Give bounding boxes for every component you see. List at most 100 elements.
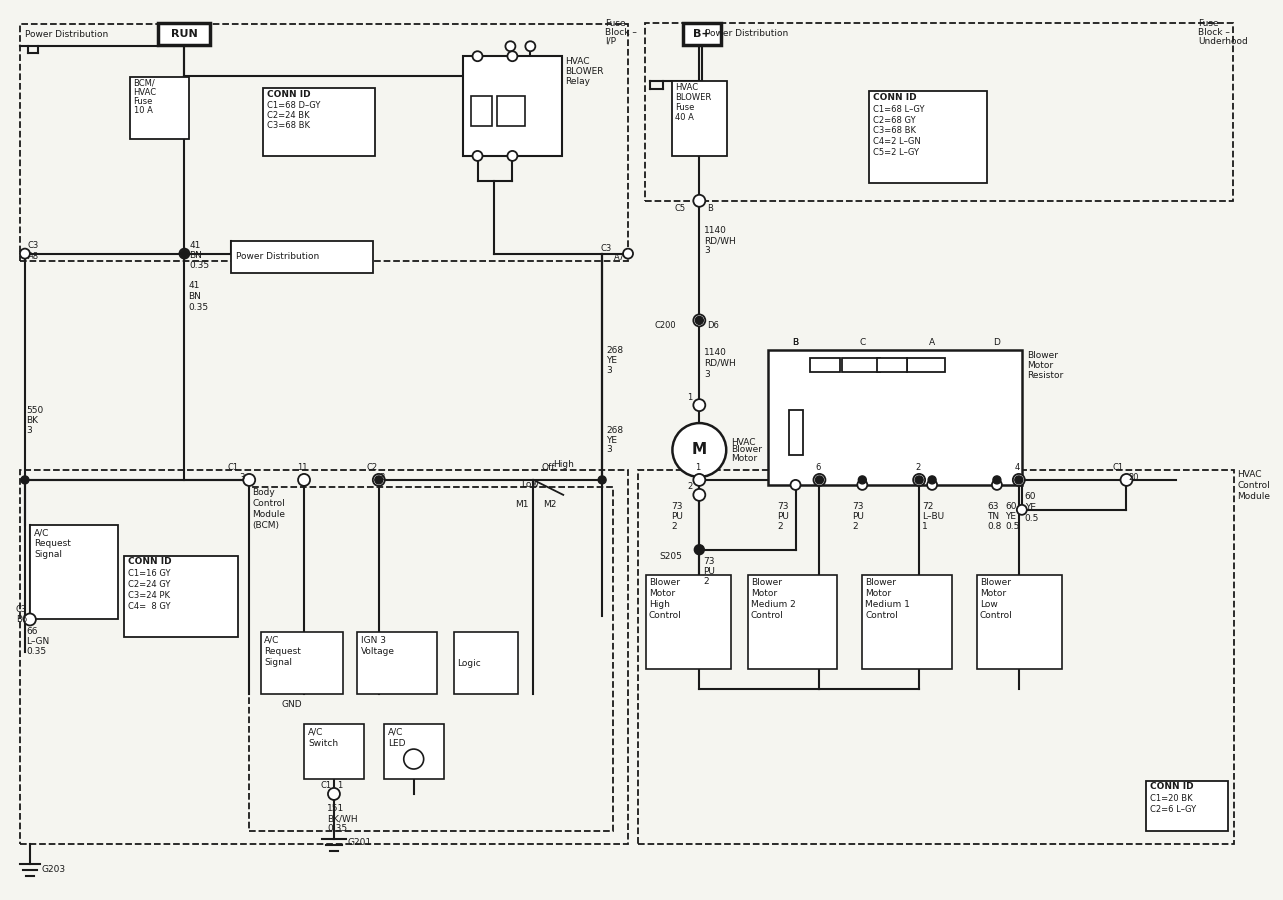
Text: Fuse: Fuse <box>1198 19 1219 28</box>
Text: C1=20 BK: C1=20 BK <box>1151 795 1193 804</box>
Text: YE: YE <box>606 356 617 364</box>
Text: 3: 3 <box>606 365 612 374</box>
Text: Logic: Logic <box>458 659 481 668</box>
Bar <box>767 350 1021 485</box>
Text: 1: 1 <box>922 522 928 531</box>
Bar <box>878 358 907 373</box>
Text: BCM/: BCM/ <box>133 78 155 87</box>
Text: RUN: RUN <box>171 30 198 40</box>
Text: 41: 41 <box>189 281 200 290</box>
Circle shape <box>928 476 937 484</box>
Text: 41: 41 <box>190 241 200 250</box>
Text: Low: Low <box>521 481 539 490</box>
Text: M2: M2 <box>543 500 557 509</box>
Text: Control: Control <box>649 611 681 620</box>
Circle shape <box>672 423 726 477</box>
Circle shape <box>816 476 824 484</box>
Text: CONN ID: CONN ID <box>1151 782 1194 791</box>
Text: 3: 3 <box>26 426 32 435</box>
Text: CONN ID: CONN ID <box>874 93 917 102</box>
Text: A/C: A/C <box>264 636 280 645</box>
Circle shape <box>472 51 482 61</box>
Bar <box>357 633 436 694</box>
Text: Request: Request <box>264 647 302 656</box>
Text: 268: 268 <box>606 426 624 435</box>
Text: High: High <box>649 600 670 609</box>
Text: PU: PU <box>852 512 865 521</box>
Bar <box>384 724 444 779</box>
Text: A8: A8 <box>28 252 38 261</box>
Text: 11: 11 <box>298 464 308 472</box>
Text: C2=68 GY: C2=68 GY <box>874 115 916 124</box>
Text: C200: C200 <box>654 321 676 330</box>
Circle shape <box>375 476 382 484</box>
Text: 1140: 1140 <box>704 226 727 235</box>
Text: Motor: Motor <box>980 590 1006 598</box>
Text: C: C <box>860 338 866 346</box>
Text: CONN ID: CONN ID <box>267 90 310 99</box>
Bar <box>789 410 802 455</box>
Text: B6: B6 <box>15 615 27 624</box>
Circle shape <box>21 476 30 484</box>
Text: Blower: Blower <box>980 578 1011 587</box>
Text: 66: 66 <box>26 627 37 636</box>
Bar <box>262 633 343 694</box>
Text: B: B <box>793 338 798 346</box>
Text: Module: Module <box>1237 492 1270 501</box>
Text: C3: C3 <box>15 605 27 614</box>
Text: 3: 3 <box>704 246 709 255</box>
Bar <box>304 724 364 779</box>
Circle shape <box>790 480 801 490</box>
Text: Off: Off <box>541 464 554 472</box>
Circle shape <box>507 151 517 161</box>
Text: 1: 1 <box>695 464 701 472</box>
Circle shape <box>181 249 189 257</box>
Bar <box>249 487 613 831</box>
Bar <box>976 574 1062 670</box>
Text: Block –: Block – <box>606 28 636 37</box>
Text: 3: 3 <box>239 473 245 482</box>
Text: (BCM): (BCM) <box>253 521 280 530</box>
Circle shape <box>507 51 517 61</box>
Text: Motor: Motor <box>751 590 776 598</box>
Circle shape <box>1120 474 1133 486</box>
Circle shape <box>24 614 36 626</box>
Bar <box>748 574 838 670</box>
Text: 550: 550 <box>26 406 44 415</box>
Circle shape <box>472 151 482 161</box>
Text: PU: PU <box>671 512 684 521</box>
Text: PU: PU <box>703 567 715 576</box>
Text: HVAC: HVAC <box>566 57 590 66</box>
Circle shape <box>1012 474 1025 486</box>
Text: LED: LED <box>387 739 405 748</box>
Text: 73: 73 <box>671 502 683 511</box>
Text: A/C: A/C <box>308 727 323 736</box>
Text: Control: Control <box>980 611 1012 620</box>
Circle shape <box>244 474 255 486</box>
Text: 72: 72 <box>922 502 934 511</box>
Text: C1=68 D–GY: C1=68 D–GY <box>267 101 321 110</box>
Text: GND: GND <box>281 699 302 708</box>
Text: BK: BK <box>26 416 38 425</box>
Text: 73: 73 <box>852 502 863 511</box>
Text: 0.5: 0.5 <box>1005 522 1019 531</box>
Text: B: B <box>793 338 798 346</box>
Text: D6: D6 <box>707 321 720 330</box>
Bar <box>21 24 629 261</box>
Circle shape <box>525 41 535 51</box>
Text: 1: 1 <box>688 392 693 401</box>
Text: Relay: Relay <box>566 76 590 86</box>
Circle shape <box>928 480 937 490</box>
Text: Motor: Motor <box>649 590 675 598</box>
Text: A: A <box>929 338 935 346</box>
Circle shape <box>624 248 633 258</box>
Text: TN: TN <box>987 512 999 521</box>
Circle shape <box>693 489 706 500</box>
Text: Blower: Blower <box>649 578 680 587</box>
Text: C1: C1 <box>1112 464 1124 472</box>
Text: CONN ID: CONN ID <box>127 557 171 566</box>
Text: BK/WH: BK/WH <box>327 814 358 824</box>
Text: 3: 3 <box>606 446 612 454</box>
Text: HVAC: HVAC <box>133 87 157 96</box>
Text: Switch: Switch <box>308 739 339 748</box>
